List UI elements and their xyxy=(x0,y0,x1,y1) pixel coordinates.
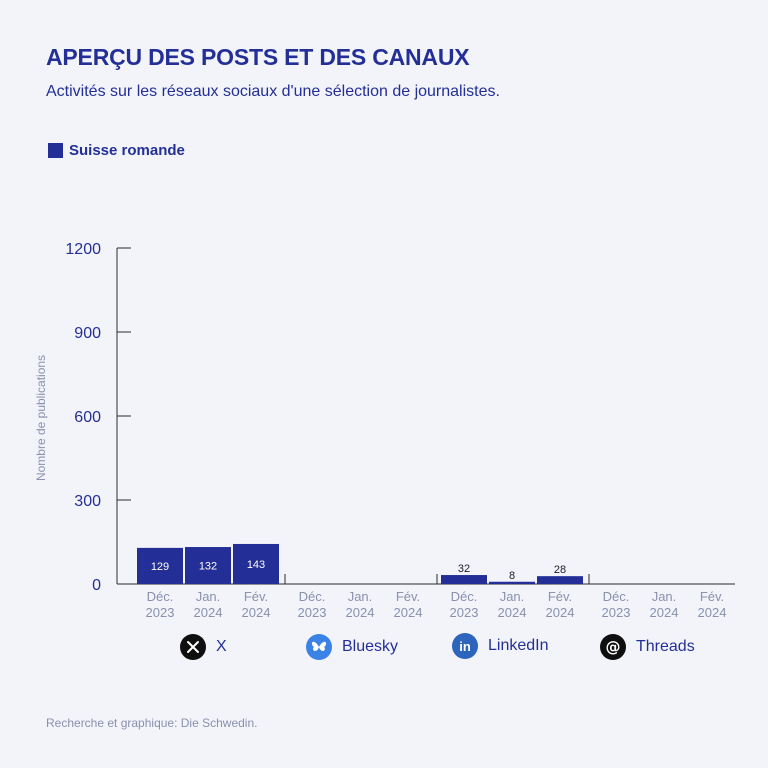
x-tick-label: Fév. xyxy=(396,589,420,604)
platform-threads: @ Threads xyxy=(600,634,695,660)
chart-subtitle: Activités sur les réseaux sociaux d'une … xyxy=(46,83,500,100)
x-tick-label: 2023 xyxy=(298,605,327,620)
x-tick-label: Jan. xyxy=(196,589,221,604)
x-tick-label: Déc. xyxy=(299,589,326,604)
x-tick-label: 2024 xyxy=(394,605,423,620)
bar xyxy=(537,576,583,584)
legend: Suisse romande xyxy=(48,142,185,159)
x-logo-icon xyxy=(180,634,206,660)
y-tick-label: 600 xyxy=(74,409,101,426)
platform-label-x: X xyxy=(216,638,227,655)
x-tick-label: Déc. xyxy=(451,589,478,604)
x-tick-label: Fév. xyxy=(548,589,572,604)
legend-swatch xyxy=(48,143,63,158)
bar xyxy=(441,575,487,584)
x-tick-label: 2023 xyxy=(146,605,175,620)
x-tick-label: Jan. xyxy=(348,589,373,604)
bar xyxy=(489,581,535,584)
bar-chart: Nombre de publications 0 300 600 900 1200 129 D… xyxy=(34,241,735,620)
bar-value-label: 132 xyxy=(199,561,217,573)
linkedin-logo-icon: in xyxy=(452,633,478,659)
platform-linkedin: in LinkedIn xyxy=(452,633,549,659)
platform-label-linkedin: LinkedIn xyxy=(488,637,549,654)
bluesky-butterfly-icon xyxy=(306,634,332,660)
bar-value-label: 32 xyxy=(458,563,470,575)
x-tick-label: Fév. xyxy=(700,589,724,604)
x-tick-label: Jan. xyxy=(500,589,525,604)
chart-title: APERÇU DES POSTS ET DES CANAUX xyxy=(46,44,470,70)
bar xyxy=(137,547,183,584)
y-tick-label: 1200 xyxy=(65,241,101,258)
x-tick-label: Jan. xyxy=(652,589,677,604)
x-tick-label: Fév. xyxy=(244,589,268,604)
y-tick-label: 0 xyxy=(92,577,101,594)
x-tick-label: 2024 xyxy=(346,605,375,620)
legend-label: Suisse romande xyxy=(69,142,185,159)
x-tick-label: 2024 xyxy=(650,605,679,620)
platform-label-threads: Threads xyxy=(636,638,695,655)
y-axis-label: Nombre de publications xyxy=(34,355,48,481)
x-tick-label: 2023 xyxy=(602,605,631,620)
platform-label-bluesky: Bluesky xyxy=(342,638,399,655)
bar-value-label: 28 xyxy=(554,564,566,576)
bar xyxy=(185,547,231,584)
x-tick-label: Déc. xyxy=(603,589,630,604)
footer-credit: Recherche et graphique: Die Schwedin. xyxy=(46,716,258,730)
bar-value-label: 129 xyxy=(151,561,169,573)
x-tick-label: Déc. xyxy=(147,589,174,604)
x-tick-label: 2024 xyxy=(498,605,527,620)
platform-x: X xyxy=(180,634,227,660)
bar-value-label: 8 xyxy=(509,570,515,582)
y-tick-label: 300 xyxy=(74,493,101,510)
bar xyxy=(233,543,279,584)
bar-value-label: 143 xyxy=(247,559,265,571)
threads-logo-icon: @ xyxy=(600,634,626,660)
x-tick-label: 2023 xyxy=(450,605,479,620)
x-tick-label: 2024 xyxy=(546,605,575,620)
platform-bluesky: Bluesky xyxy=(306,634,398,660)
x-tick-label: 2024 xyxy=(698,605,727,620)
x-tick-label: 2024 xyxy=(242,605,271,620)
x-tick-label: 2024 xyxy=(194,605,223,620)
y-tick-label: 900 xyxy=(74,325,101,342)
